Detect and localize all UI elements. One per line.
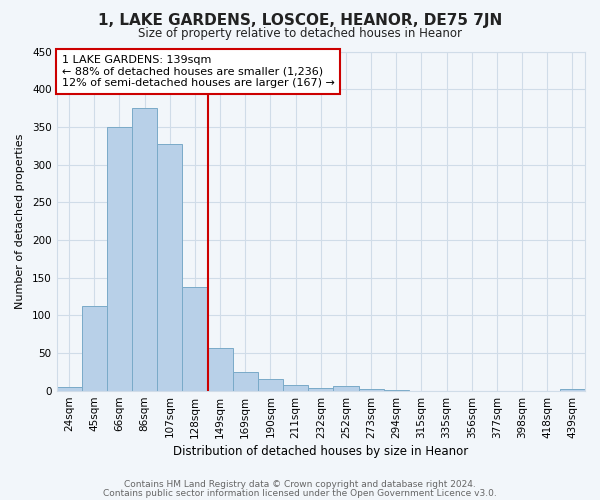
Bar [56,387,82,390]
Bar [157,144,182,390]
Bar [334,386,359,390]
Bar [82,306,107,390]
Bar [132,108,157,391]
Text: Size of property relative to detached houses in Heanor: Size of property relative to detached ho… [138,28,462,40]
Bar [182,288,208,391]
Text: 1, LAKE GARDENS, LOSCOE, HEANOR, DE75 7JN: 1, LAKE GARDENS, LOSCOE, HEANOR, DE75 7J… [98,12,502,28]
Bar [359,389,383,390]
X-axis label: Distribution of detached houses by size in Heanor: Distribution of detached houses by size … [173,444,469,458]
Bar [233,372,258,390]
Text: Contains public sector information licensed under the Open Government Licence v3: Contains public sector information licen… [103,488,497,498]
Bar [107,127,132,390]
Text: Contains HM Land Registry data © Crown copyright and database right 2024.: Contains HM Land Registry data © Crown c… [124,480,476,489]
Y-axis label: Number of detached properties: Number of detached properties [15,134,25,308]
Bar [283,384,308,390]
Bar [258,380,283,390]
Bar [560,389,585,390]
Bar [308,388,334,390]
Text: 1 LAKE GARDENS: 139sqm
← 88% of detached houses are smaller (1,236)
12% of semi-: 1 LAKE GARDENS: 139sqm ← 88% of detached… [62,55,335,88]
Bar [208,348,233,391]
